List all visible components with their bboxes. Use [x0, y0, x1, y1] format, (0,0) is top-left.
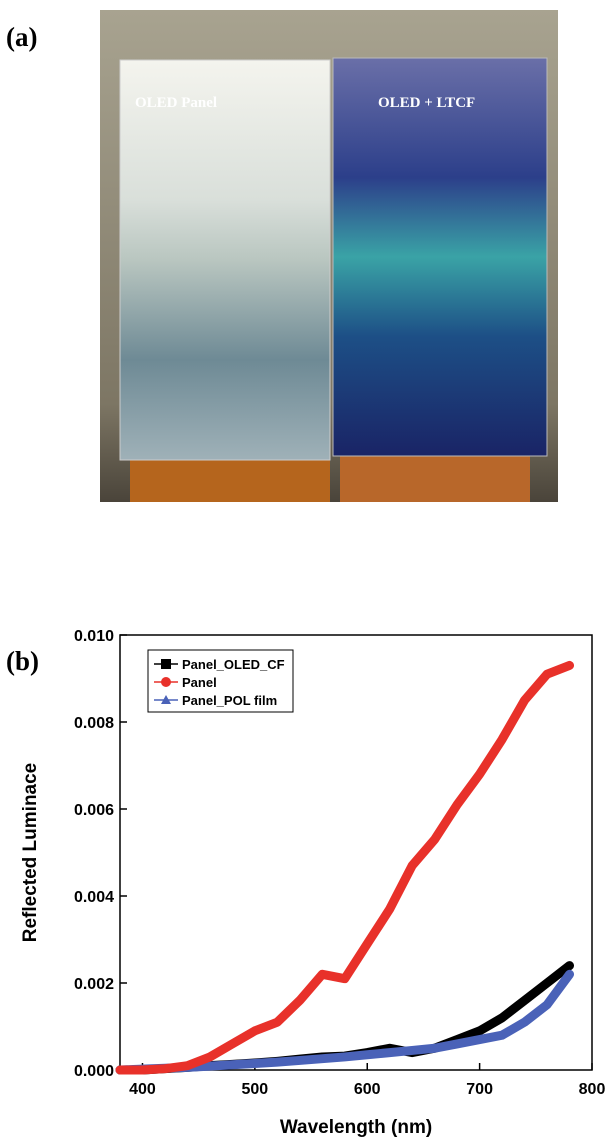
x-tick-label: 400: [129, 1081, 156, 1098]
y-axis-label: Reflected Luminace: [20, 763, 41, 943]
data-line: [120, 665, 570, 1070]
x-axis-label: Wavelength (nm): [280, 1117, 432, 1138]
legend-label: Panel_POL film: [182, 693, 277, 708]
left-panel: [120, 60, 330, 460]
x-tick-label: 600: [354, 1081, 381, 1098]
photo: OLED Panel OLED + LTCF: [100, 10, 558, 502]
x-tick-label: 500: [242, 1081, 269, 1098]
flex-cable: [130, 455, 330, 502]
legend-label: Panel_OLED_CF: [182, 657, 285, 672]
panel-label: (b): [6, 646, 39, 676]
y-tick-label: 0.002: [74, 976, 114, 993]
x-tick-label: 700: [466, 1081, 493, 1098]
y-tick-label: 0.000: [74, 1063, 114, 1080]
y-tick-label: 0.004: [74, 889, 114, 906]
y-tick-label: 0.008: [74, 715, 114, 732]
legend-marker: [161, 677, 171, 687]
flex-cable: [340, 455, 530, 502]
figure: OLED Panel OLED + LTCF (a) (b) 0.0000.00…: [0, 0, 612, 1141]
legend-label: Panel: [182, 675, 217, 690]
legend-marker: [161, 659, 171, 669]
y-tick-label: 0.006: [74, 802, 114, 819]
chart: 0.000 0.002 0.004 0.006 0.008 0.010 400 500 600 7…: [20, 628, 605, 1138]
x-tick-label: 800: [579, 1081, 606, 1098]
panel-text: OLED Panel: [135, 95, 217, 111]
panel-label: (a): [6, 22, 37, 52]
right-panel: [333, 58, 547, 456]
panel-text: OLED + LTCF: [378, 95, 475, 111]
y-tick-label: 0.010: [74, 628, 114, 645]
